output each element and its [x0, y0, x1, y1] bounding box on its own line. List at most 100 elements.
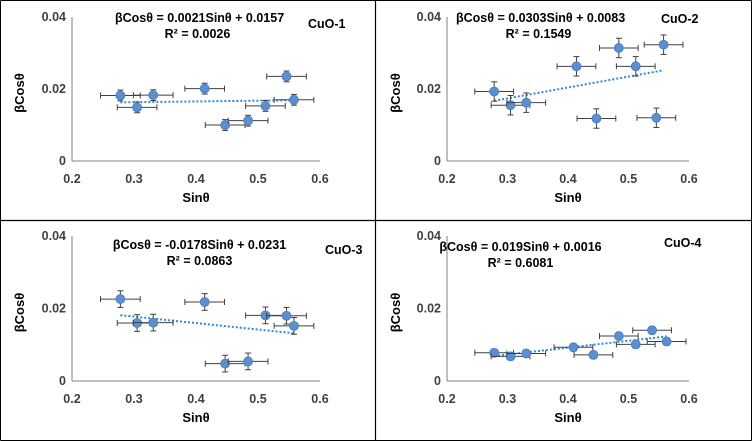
scatter-plot-cuo-3: 0.2 0.3 0.4 0.5 0.6 0 0.02 0.04 Sinθ βCosθ — [12, 229, 329, 425]
x-tick-label: 0.5 — [249, 392, 266, 406]
regression-label: βCosθ = 0.0021Sinθ + 0.0157 R² = 0.0026 — [115, 10, 285, 42]
y-tick-label: 0 — [59, 154, 66, 168]
regression-equation: βCosθ = 0.0021Sinθ + 0.0157 — [115, 11, 285, 25]
r-squared: R² = 0.6081 — [487, 256, 554, 270]
x-axis-title: Sinθ — [182, 190, 209, 205]
data-marker — [521, 348, 532, 359]
data-marker — [591, 113, 602, 124]
data-marker — [613, 43, 624, 53]
data-point — [245, 306, 286, 325]
data-point — [116, 101, 158, 114]
x-axis-title: Sinθ — [554, 410, 581, 425]
y-tick-label: 0.04 — [417, 10, 441, 24]
data-point — [615, 339, 656, 350]
chart-panel-cuo-1: 0.2 0.3 0.4 0.5 0.6 0 0.02 0.04 Sinθ βCosθ βCosθ … — [0, 0, 375, 220]
data-point — [227, 352, 269, 371]
data-marker — [243, 356, 253, 367]
sample-label: CuO-4 — [664, 236, 702, 250]
data-point — [598, 331, 639, 341]
x-tick-label: 0.2 — [63, 172, 80, 186]
data-marker — [630, 339, 641, 350]
y-tick-label: 0 — [434, 154, 441, 168]
data-marker — [260, 101, 271, 111]
data-marker — [289, 321, 299, 331]
data-point — [632, 325, 672, 336]
data-marker — [289, 94, 299, 105]
data-marker — [243, 115, 253, 126]
sample-label: CuO-2 — [661, 12, 699, 26]
data-point — [506, 92, 547, 113]
data-point — [573, 349, 614, 360]
data-point — [506, 348, 547, 359]
data-marker — [568, 342, 579, 353]
x-axis-title: Sinθ — [182, 410, 209, 425]
regression-equation: βCosθ = 0.0303Sinθ + 0.0083 — [456, 11, 626, 25]
y-tick-label: 0 — [434, 374, 441, 388]
y-tick-label: 0.02 — [417, 82, 441, 96]
data-point — [273, 317, 315, 335]
data-marker — [115, 294, 126, 304]
data-point — [576, 108, 617, 129]
data-point — [266, 306, 307, 325]
data-point — [227, 114, 269, 127]
data-point — [598, 37, 639, 59]
data-marker — [199, 297, 210, 307]
data-marker — [115, 90, 126, 101]
data-marker — [613, 331, 624, 341]
x-tick-label: 0.4 — [187, 172, 204, 186]
data-point — [553, 342, 594, 353]
y-tick-label: 0.02 — [42, 82, 66, 96]
x-axis-title: Sinθ — [554, 190, 581, 205]
x-tick-label: 0.5 — [620, 172, 637, 186]
data-point — [646, 336, 687, 347]
y-tick-label: 0 — [59, 374, 66, 388]
y-tick-label: 0.04 — [42, 10, 66, 24]
data-marker — [220, 120, 231, 130]
data-marker — [651, 112, 662, 123]
data-point — [132, 89, 174, 102]
sample-label: CuO-1 — [308, 17, 346, 31]
data-point — [132, 313, 174, 332]
data-marker — [505, 351, 516, 362]
regression-equation: βCosθ = -0.0178Sinθ + 0.0231 — [112, 238, 287, 252]
x-tick-label: 0.5 — [249, 172, 266, 186]
data-point — [273, 93, 315, 106]
data-point — [474, 81, 515, 102]
y-axis-title: βCosθ — [388, 293, 403, 333]
trendline — [120, 314, 295, 335]
y-axis-title: βCosθ — [12, 293, 27, 333]
regression-label: βCosθ = 0.019Sinθ + 0.0016 R² = 0.6081 — [438, 239, 603, 271]
data-marker — [661, 336, 672, 347]
data-point — [643, 34, 684, 55]
data-point — [615, 56, 656, 77]
scatter-plot-cuo-4: 0.2 0.3 0.4 0.5 0.6 0 0.02 0.04 Sinθ βCosθ — [388, 229, 698, 425]
r-squared: R² = 0.1549 — [505, 27, 572, 41]
x-tick-label: 0.6 — [680, 392, 697, 406]
data-marker — [571, 61, 582, 72]
data-point — [184, 82, 226, 95]
r-squared: R² = 0.0863 — [166, 254, 233, 268]
y-tick-label: 0.02 — [42, 302, 66, 316]
data-point — [636, 107, 677, 129]
x-tick-label: 0.3 — [125, 172, 142, 186]
y-tick-label: 0.04 — [417, 229, 441, 243]
chart-panel-cuo-3: 0.2 0.3 0.4 0.5 0.6 0 0.02 0.04 Sinθ βCosθ βCosθ … — [0, 221, 375, 441]
y-axis-title: βCosθ — [388, 73, 403, 113]
data-marker — [220, 358, 231, 369]
r-squared: R² = 0.0026 — [164, 27, 231, 41]
data-point — [204, 119, 246, 131]
data-point — [100, 290, 141, 308]
data-point — [266, 70, 307, 83]
y-axis-title: βCosθ — [12, 73, 27, 113]
x-tick-label: 0.2 — [63, 392, 80, 406]
data-point — [204, 354, 246, 373]
x-tick-label: 0.2 — [438, 172, 455, 186]
data-marker — [489, 347, 500, 358]
chart-panel-cuo-4: 0.2 0.3 0.4 0.5 0.6 0 0.02 0.04 Sinθ βCosθ βCosθ … — [376, 221, 752, 441]
y-tick-label: 0.04 — [42, 229, 66, 243]
sample-label: CuO-3 — [325, 243, 363, 257]
data-marker — [132, 102, 143, 113]
x-tick-label: 0.6 — [680, 172, 697, 186]
data-marker — [281, 310, 292, 321]
data-point — [184, 293, 226, 311]
